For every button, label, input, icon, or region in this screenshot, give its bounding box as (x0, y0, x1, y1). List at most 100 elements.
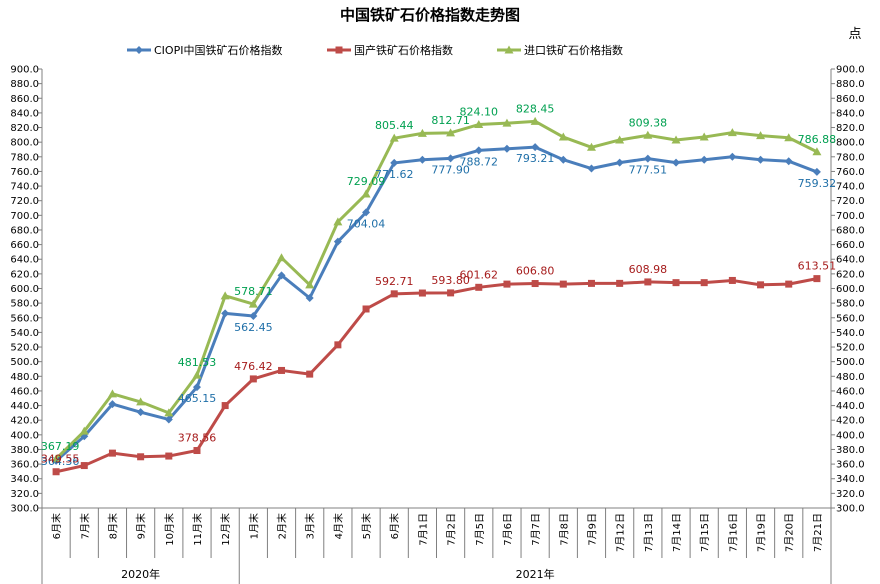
data-label: 793.21 (516, 152, 555, 165)
x-tick-label: 7月2日 (446, 513, 458, 546)
data-point (672, 279, 680, 287)
data-point (418, 289, 426, 297)
data-point (728, 276, 736, 284)
data-label: 606.80 (516, 265, 555, 278)
y-tick-label-left: 440.0 (10, 401, 39, 412)
x-tick-label: 7月13日 (643, 513, 655, 552)
data-label: 812.71 (431, 114, 470, 127)
data-label: 777.90 (431, 163, 470, 176)
data-label: 788.72 (460, 155, 499, 168)
x-tick-label: 7月8日 (558, 513, 570, 546)
y-tick-label-right: 780.0 (836, 152, 865, 163)
data-point (727, 128, 737, 137)
y-tick-label-right: 680.0 (836, 225, 865, 236)
legend-item: CIOPI中国铁矿石价格指数 (127, 43, 282, 57)
x-tick-label: 7月12日 (615, 513, 627, 552)
data-point (587, 164, 596, 173)
x-tick-label: 7月21日 (812, 513, 824, 552)
data-point (79, 426, 89, 435)
y-tick-label-left: 760.0 (10, 167, 39, 178)
data-label: 367.19 (41, 440, 80, 453)
y-tick-label-left: 340.0 (10, 474, 39, 485)
data-point (192, 370, 202, 379)
data-point (700, 279, 708, 287)
data-point (51, 454, 61, 463)
data-point (362, 208, 371, 217)
y-tick-label-right: 560.0 (836, 313, 865, 324)
data-point (756, 155, 765, 164)
data-label: 704.04 (347, 217, 386, 230)
year-group-label: 2020年 (121, 567, 160, 581)
series-line (55, 277, 818, 474)
legend-item: 国产铁矿石价格指数 (327, 43, 453, 57)
y-tick-label-left: 680.0 (10, 225, 39, 236)
legend-label: 进口铁矿石价格指数 (524, 43, 623, 57)
y-tick-label-right: 420.0 (836, 416, 865, 427)
data-label: 777.51 (629, 164, 668, 177)
data-point (52, 468, 60, 476)
data-point (108, 400, 117, 409)
data-point (418, 155, 427, 164)
y-tick-label-left: 500.0 (10, 357, 39, 368)
data-point (221, 402, 229, 410)
data-point (165, 452, 173, 460)
data-label: 562.45 (234, 321, 273, 334)
data-point (586, 142, 596, 151)
x-tick-label: 6月末 (50, 513, 63, 539)
y-tick-label-left: 300.0 (10, 504, 39, 515)
data-label: 805.44 (375, 119, 414, 132)
y-tick-label-left: 400.0 (10, 430, 39, 441)
y-tick-label-left: 660.0 (10, 240, 39, 251)
y-tick-label-left: 640.0 (10, 255, 39, 266)
x-tick-label: 7月20日 (784, 513, 796, 552)
y-tick-label-left: 800.0 (10, 138, 39, 149)
y-tick-label-right: 600.0 (836, 284, 865, 295)
data-point (615, 158, 624, 167)
data-point (672, 158, 681, 167)
series (51, 116, 822, 463)
series-line (55, 119, 818, 460)
data-point (164, 408, 174, 417)
y-tick-label-right: 340.0 (836, 474, 865, 485)
data-point (784, 133, 794, 142)
data-point (278, 366, 286, 374)
x-tick-label: 2月末 (276, 513, 289, 539)
legend-label: CIOPI中国铁矿石价格指数 (154, 43, 282, 57)
y-tick-label-right: 300.0 (836, 504, 865, 515)
y-tick-label-right: 860.0 (836, 94, 865, 105)
unit-label: 点 (848, 27, 861, 42)
chart-title: 中国铁矿石价格指数走势图 (340, 6, 520, 24)
y-tick-label-left: 900.0 (10, 65, 39, 76)
y-tick-label-right: 360.0 (836, 460, 865, 471)
data-point (475, 283, 483, 291)
legend-item: 进口铁矿石价格指数 (497, 43, 623, 57)
data-point (277, 271, 286, 280)
data-point (756, 131, 766, 140)
data-point (221, 309, 230, 318)
data-point (305, 294, 314, 303)
y-tick-label-left: 460.0 (10, 386, 39, 397)
y-tick-label-left: 840.0 (10, 108, 39, 119)
y-tick-label-right: 400.0 (836, 430, 865, 441)
y-tick-label-left: 860.0 (10, 94, 39, 105)
data-point (728, 152, 737, 161)
data-point (137, 453, 145, 461)
data-point (136, 397, 146, 406)
y-tick-label-left: 380.0 (10, 445, 39, 456)
y-tick-label-right: 520.0 (836, 343, 865, 354)
data-label: 364.36 (41, 455, 80, 468)
y-tick-label-left: 360.0 (10, 460, 39, 471)
data-point (699, 132, 709, 141)
x-tick-label: 7月1日 (417, 513, 429, 546)
data-point (559, 280, 567, 288)
data-label: 786.88 (798, 133, 837, 146)
y-tick-label-left: 420.0 (10, 416, 39, 427)
data-point (531, 143, 540, 152)
y-tick-label-left: 560.0 (10, 313, 39, 324)
data-point (784, 157, 793, 166)
data-label: 828.45 (516, 102, 555, 115)
y-tick-label-left: 880.0 (10, 79, 39, 90)
data-point (390, 290, 398, 298)
y-tick-label-left: 600.0 (10, 284, 39, 295)
